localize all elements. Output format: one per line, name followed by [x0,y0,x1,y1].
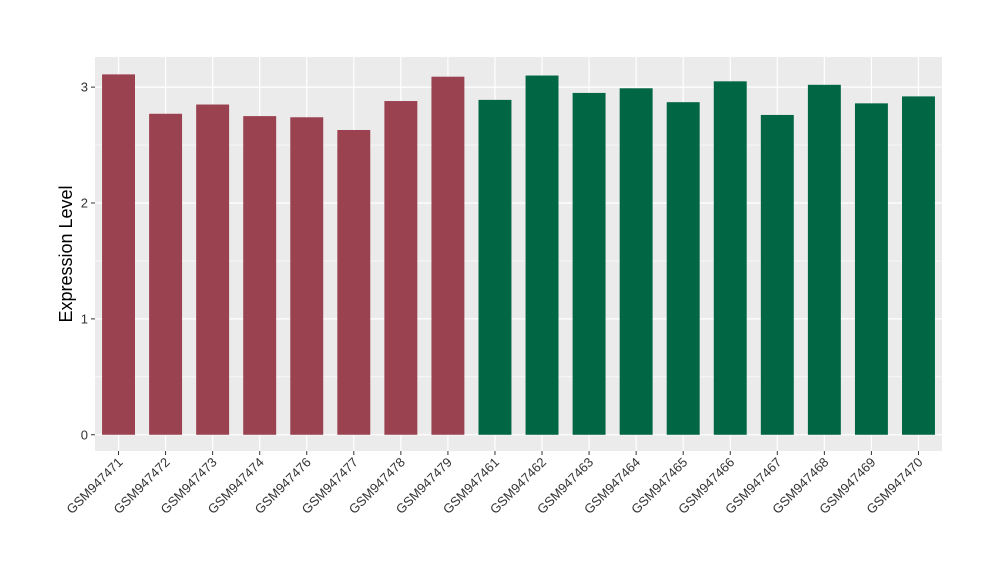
bar-GSM947462 [525,75,559,435]
bar-GSM947473 [196,104,230,435]
bar-GSM947471 [102,74,135,435]
bar-GSM947465 [666,102,700,435]
bar-GSM947470 [902,96,935,435]
bar-GSM947469 [854,103,888,435]
bar-GSM947474 [243,116,277,435]
y-tick-label: 3 [81,80,88,95]
bars [102,74,935,435]
bar-GSM947472 [149,113,183,435]
bar-GSM947461 [478,99,512,435]
bar-GSM947467 [760,114,794,435]
y-tick-label: 1 [81,311,88,326]
bar-GSM947466 [713,81,747,435]
minor-gridlines [95,144,942,378]
bar-GSM947476 [290,117,324,435]
bar-GSM947468 [807,84,841,435]
y-axis: 0 1 2 3 [81,80,95,442]
bar-GSM947463 [572,92,606,435]
plot-panel [95,57,942,451]
x-axis: GSM947471GSM947472GSM947473GSM947474GSM9… [63,451,926,517]
y-axis-title: Expression Level [56,185,76,322]
bar-GSM947478 [384,101,418,435]
bar-GSM947477 [337,130,371,435]
bar-GSM947479 [431,76,465,435]
y-tick-label: 2 [81,196,88,211]
y-tick-label: 0 [81,427,88,442]
bar-GSM947464 [619,88,653,435]
